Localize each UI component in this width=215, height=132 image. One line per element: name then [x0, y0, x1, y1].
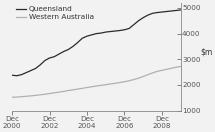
Queensland: [137, 20, 140, 22]
Western Australia: [156, 71, 158, 72]
Western Australia: [170, 67, 173, 69]
Western Australia: [86, 87, 88, 88]
Western Australia: [142, 76, 144, 77]
Western Australia: [76, 88, 79, 90]
Western Australia: [104, 84, 107, 86]
Queensland: [132, 24, 135, 25]
Western Australia: [161, 70, 163, 71]
Queensland: [100, 32, 102, 34]
Queensland: [48, 57, 51, 59]
Western Australia: [39, 94, 41, 96]
Queensland: [104, 31, 107, 33]
Queensland: [76, 42, 79, 43]
Western Australia: [123, 81, 126, 82]
Queensland: [175, 10, 177, 11]
Western Australia: [62, 91, 65, 92]
Line: Western Australia: Western Australia: [12, 67, 181, 97]
Queensland: [67, 49, 69, 50]
Queensland: [39, 64, 41, 66]
Queensland: [151, 13, 154, 14]
Queensland: [114, 30, 116, 32]
Western Australia: [25, 95, 27, 97]
Western Australia: [72, 89, 74, 91]
Western Australia: [109, 83, 112, 85]
Y-axis label: $m: $m: [200, 48, 212, 57]
Queensland: [11, 74, 13, 76]
Queensland: [81, 37, 84, 39]
Line: Queensland: Queensland: [12, 10, 181, 76]
Western Australia: [48, 93, 51, 94]
Queensland: [147, 14, 149, 16]
Queensland: [20, 74, 23, 76]
Western Australia: [20, 96, 23, 97]
Western Australia: [114, 82, 116, 84]
Queensland: [95, 33, 98, 34]
Queensland: [34, 68, 37, 69]
Western Australia: [137, 77, 140, 79]
Queensland: [15, 75, 18, 77]
Queensland: [123, 29, 126, 30]
Queensland: [118, 30, 121, 31]
Western Australia: [118, 82, 121, 83]
Western Australia: [67, 90, 69, 91]
Queensland: [25, 72, 27, 73]
Western Australia: [100, 85, 102, 86]
Western Australia: [132, 79, 135, 80]
Western Australia: [81, 88, 84, 89]
Queensland: [142, 17, 144, 18]
Queensland: [179, 9, 182, 11]
Queensland: [86, 35, 88, 37]
Queensland: [109, 31, 112, 32]
Queensland: [165, 11, 168, 12]
Queensland: [128, 28, 131, 29]
Western Australia: [34, 95, 37, 96]
Western Australia: [165, 69, 168, 70]
Queensland: [62, 51, 65, 52]
Western Australia: [175, 67, 177, 68]
Queensland: [72, 46, 74, 47]
Queensland: [170, 10, 173, 12]
Queensland: [43, 60, 46, 61]
Legend: Queensland, Western Australia: Queensland, Western Australia: [16, 6, 94, 20]
Queensland: [29, 70, 32, 71]
Western Australia: [179, 66, 182, 67]
Western Australia: [29, 95, 32, 97]
Western Australia: [90, 86, 93, 88]
Western Australia: [58, 91, 60, 93]
Queensland: [53, 56, 55, 58]
Queensland: [156, 12, 158, 13]
Western Australia: [151, 72, 154, 74]
Queensland: [90, 34, 93, 36]
Western Australia: [147, 74, 149, 76]
Western Australia: [43, 93, 46, 95]
Western Australia: [11, 96, 13, 98]
Western Australia: [128, 80, 131, 82]
Queensland: [58, 53, 60, 55]
Western Australia: [95, 85, 98, 87]
Queensland: [161, 11, 163, 13]
Western Australia: [15, 96, 18, 98]
Western Australia: [53, 92, 55, 94]
